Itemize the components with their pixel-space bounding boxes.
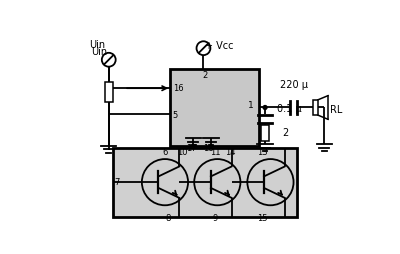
Text: 7: 7	[114, 178, 120, 187]
Bar	[113, 148, 297, 217]
Text: 16: 16	[173, 84, 183, 93]
Text: 2: 2	[282, 128, 288, 137]
Text: + Vcc: + Vcc	[205, 41, 234, 51]
Text: 10: 10	[177, 148, 188, 157]
Text: 9: 9	[213, 214, 218, 223]
Text: 15: 15	[257, 214, 268, 223]
Text: 14: 14	[225, 148, 236, 157]
Text: RL: RL	[330, 105, 342, 115]
Circle shape	[263, 106, 267, 109]
Bar	[313, 100, 318, 115]
Text: Uin: Uin	[90, 40, 106, 51]
Bar	[261, 125, 269, 141]
Text: 13: 13	[257, 148, 268, 157]
Text: 6: 6	[162, 148, 167, 157]
Bar	[170, 69, 259, 146]
Bar	[105, 82, 113, 102]
Text: 220 μ: 220 μ	[280, 80, 308, 90]
Text: 17: 17	[186, 144, 196, 153]
Text: 8: 8	[165, 214, 170, 223]
Text: 5: 5	[173, 111, 178, 120]
Text: 18: 18	[203, 144, 213, 153]
Text: 2: 2	[202, 71, 207, 80]
Text: 1: 1	[248, 101, 254, 110]
Text: 11: 11	[210, 148, 220, 157]
Text: Uin: Uin	[91, 47, 107, 57]
Text: 0.1 μ: 0.1 μ	[277, 104, 301, 114]
